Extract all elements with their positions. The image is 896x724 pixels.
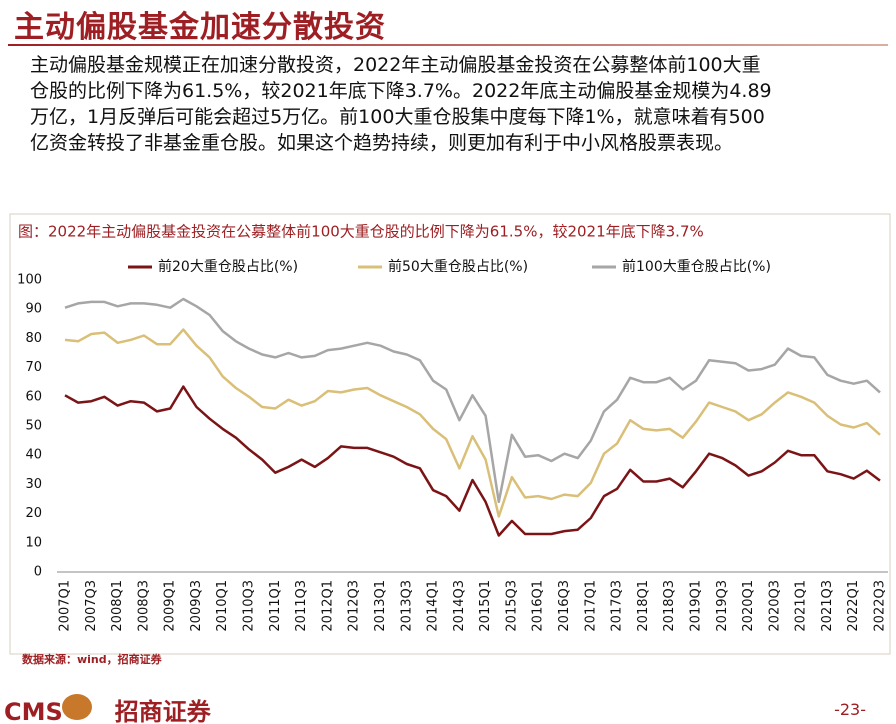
paragraph: 主动偏股基金规模正在加速分散投资，2022年主动偏股基金投资在公募整体前100大… <box>30 52 890 156</box>
y-tick-label: 40 <box>25 448 42 463</box>
page-number: -23- <box>834 700 866 719</box>
logo-text: CMS <box>4 698 63 724</box>
y-tick-label: 80 <box>25 331 42 346</box>
logo-icon <box>62 694 92 720</box>
x-tick-label: 2020Q1 <box>741 580 756 632</box>
x-tick-label: 2009Q1 <box>163 580 178 632</box>
paragraph-line: 万亿，1月反弹后可能会超过5万亿。前100大重仓股集中度每下降1%，就意味着有5… <box>30 106 765 128</box>
x-tick-label: 2022Q3 <box>873 580 888 632</box>
y-tick-label: 60 <box>25 389 42 404</box>
x-tick-label: 2008Q3 <box>136 580 151 632</box>
paragraph-line: 主动偏股基金规模正在加速分散投资，2022年主动偏股基金投资在公募整体前100大… <box>30 54 761 76</box>
series-line <box>64 385 881 537</box>
x-tick-label: 2013Q1 <box>373 580 388 632</box>
series-line <box>64 297 881 504</box>
x-tick-label: 2011Q3 <box>294 580 309 632</box>
x-tick-label: 2017Q3 <box>610 580 625 632</box>
y-tick-label: 10 <box>25 535 42 550</box>
paragraph-line: 亿资金转投了非基金重仓股。如果这个趋势持续，则更加有利于中小风格股票表现。 <box>30 132 734 154</box>
x-tick-label: 2022Q1 <box>846 580 861 632</box>
x-tick-label: 2014Q1 <box>426 580 441 632</box>
y-tick-label: 90 <box>25 302 42 317</box>
x-tick-label: 2021Q1 <box>794 580 809 632</box>
y-tick-label: 30 <box>25 477 42 492</box>
y-tick-label: 70 <box>25 360 42 375</box>
x-tick-label: 2021Q3 <box>820 580 835 632</box>
x-tick-label: 2019Q3 <box>715 580 730 632</box>
x-tick-label: 2018Q3 <box>662 580 677 632</box>
x-tick-label: 2009Q3 <box>189 580 204 632</box>
x-tick-label: 2016Q1 <box>531 580 546 632</box>
y-tick-label: 100 <box>17 273 42 288</box>
x-tick-label: 2015Q1 <box>478 580 493 632</box>
source: 数据来源：wind，招商证券 <box>22 652 163 666</box>
x-tick-label: 2008Q1 <box>110 580 125 632</box>
series-line <box>64 328 881 518</box>
x-tick-label: 2007Q3 <box>84 580 99 632</box>
company-name: 招商证券 <box>114 697 211 724</box>
x-tick-label: 2013Q3 <box>399 580 414 632</box>
legend-label: 前20大重仓股占比(%) <box>158 258 298 275</box>
footer-logo: CMS 招商证券 <box>4 692 211 724</box>
chart-frame <box>9 213 891 655</box>
x-tick-label: 2018Q1 <box>636 580 651 632</box>
chart-title: 图：2022年主动偏股基金投资在公募整体前100大重仓股的比例下降为61.5%，… <box>18 223 704 241</box>
x-tick-label: 2010Q3 <box>242 580 257 632</box>
x-tick-label: 2007Q1 <box>58 580 73 632</box>
legend-label: 前50大重仓股占比(%) <box>388 258 528 275</box>
title-rule <box>8 44 888 46</box>
x-tick-label: 2019Q1 <box>688 580 703 632</box>
x-tick-label: 2011Q1 <box>268 580 283 632</box>
x-tick-label: 2010Q1 <box>215 580 230 632</box>
x-tick-label: 2012Q3 <box>347 580 362 632</box>
x-tick-label: 2020Q3 <box>767 580 782 632</box>
x-tick-label: 2012Q1 <box>320 580 335 632</box>
x-tick-label: 2016Q3 <box>557 580 572 632</box>
x-tick-label: 2014Q3 <box>452 580 467 632</box>
x-tick-label: 2015Q3 <box>504 580 519 632</box>
paragraph-line: 仓股的比例下降为61.5%，较2021年底下降3.7%。2022年底主动偏股基金… <box>30 80 772 102</box>
x-tick-label: 2017Q1 <box>583 580 598 632</box>
slide-title: 主动偏股基金加速分散投资 <box>14 10 386 45</box>
y-tick-label: 0 <box>34 565 42 580</box>
y-tick-label: 20 <box>25 506 42 521</box>
legend-label: 前100大重仓股占比(%) <box>622 258 771 275</box>
y-tick-label: 50 <box>25 419 42 434</box>
